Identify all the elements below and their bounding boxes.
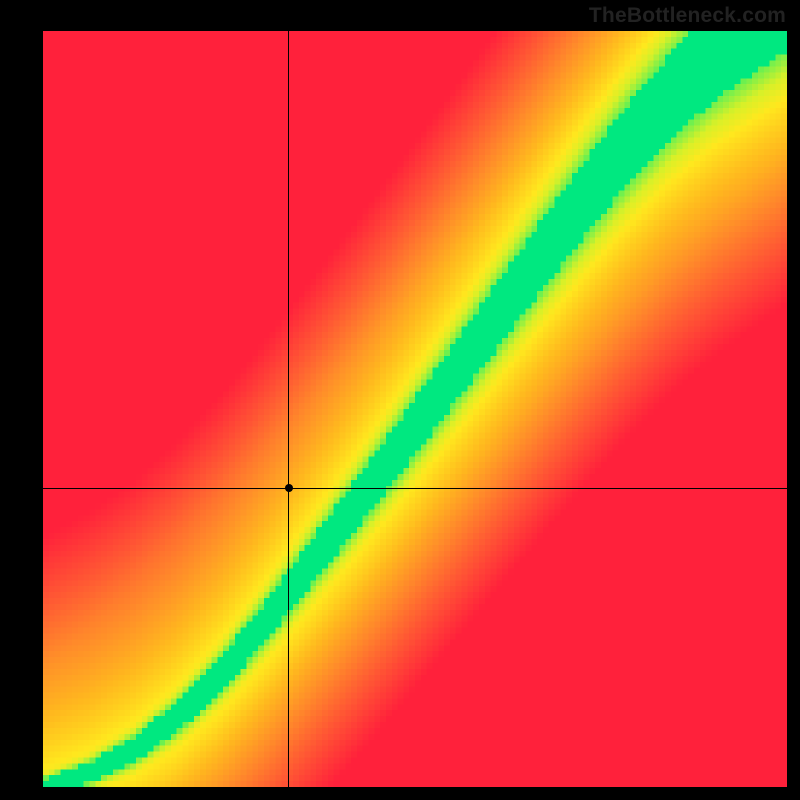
watermark-text: TheBottleneck.com [589, 4, 786, 28]
chart-root: TheBottleneck.com [0, 0, 800, 800]
crosshair-horizontal [43, 488, 787, 489]
crosshair-vertical [288, 31, 289, 787]
heatmap-plot [43, 31, 787, 787]
crosshair-marker [285, 484, 293, 492]
heatmap-canvas [43, 31, 787, 787]
